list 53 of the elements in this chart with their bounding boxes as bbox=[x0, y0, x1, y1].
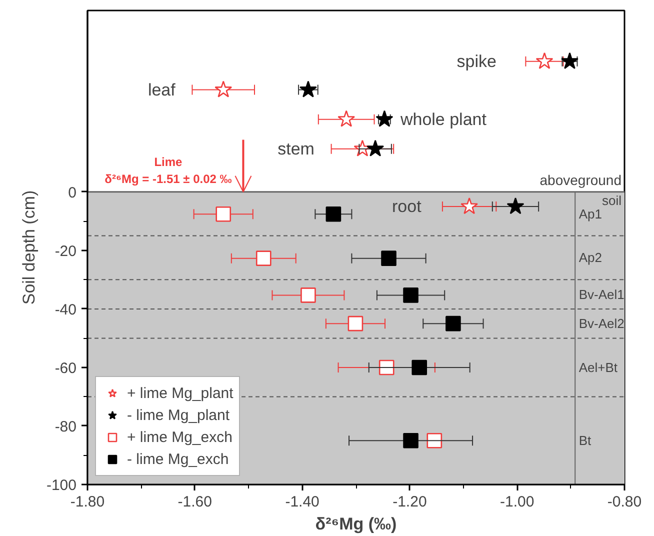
point bbox=[536, 52, 554, 69]
point bbox=[403, 288, 418, 303]
y-tick-label: -40 bbox=[54, 301, 77, 318]
x-axis-title: δ²⁶Mg (‰) bbox=[315, 514, 397, 534]
point bbox=[412, 360, 428, 376]
point bbox=[300, 288, 316, 303]
point bbox=[378, 360, 394, 376]
point bbox=[403, 432, 418, 448]
y-axis-title: Soil depth (cm) bbox=[19, 190, 38, 305]
point bbox=[506, 197, 524, 214]
band-label: Bt bbox=[578, 433, 592, 448]
band-label: Bv-Ael2 bbox=[578, 316, 624, 332]
legend-label: + lime Mg_plant bbox=[127, 384, 234, 402]
annotation: Lime δ²⁶Mg = -1.51 ± 0.02 ‰ bbox=[104, 155, 232, 186]
point bbox=[214, 80, 232, 98]
x-tick-label: -1.00 bbox=[500, 494, 534, 510]
point bbox=[338, 110, 356, 127]
annotation: whole plant bbox=[399, 110, 487, 129]
point bbox=[560, 52, 578, 69]
point bbox=[216, 206, 232, 222]
legend-label: - lime Mg_exch bbox=[127, 450, 229, 468]
annotation: stem bbox=[278, 139, 314, 158]
point bbox=[446, 316, 461, 332]
y-tick-label: -80 bbox=[54, 418, 77, 436]
band-label: Bv-Ael1 bbox=[578, 286, 624, 302]
point bbox=[299, 80, 317, 98]
annotation: root bbox=[392, 197, 422, 216]
band-label: Ael+Bt bbox=[578, 360, 618, 375]
y-tick-label: -20 bbox=[54, 242, 77, 260]
band-label: Ap1 bbox=[578, 206, 602, 222]
y-tick-label: 0 bbox=[68, 184, 76, 202]
point bbox=[426, 432, 442, 448]
point bbox=[460, 197, 478, 214]
annotation: spike bbox=[456, 52, 496, 71]
annotation: leaf bbox=[148, 80, 176, 100]
x-tick-label: -0.80 bbox=[607, 494, 642, 510]
x-tick-label: -1.40 bbox=[285, 494, 320, 510]
annotation: soil bbox=[602, 192, 622, 208]
point bbox=[381, 250, 396, 266]
legend-label: + lime Mg_exch bbox=[127, 428, 232, 446]
y-tick-label: -100 bbox=[46, 477, 77, 494]
x-tick-label: -1.60 bbox=[178, 494, 212, 510]
annotation: aboveground bbox=[540, 172, 622, 188]
point bbox=[366, 140, 384, 156]
x-tick-label: -1.20 bbox=[392, 494, 427, 510]
point bbox=[376, 110, 394, 127]
legend-label: - lime Mg_plant bbox=[127, 406, 230, 424]
band-label: Ap2 bbox=[578, 250, 602, 266]
y-tick-label: -60 bbox=[54, 360, 77, 377]
point bbox=[256, 250, 272, 266]
x-tick-label: -1.80 bbox=[70, 494, 105, 510]
point bbox=[326, 206, 342, 222]
point bbox=[348, 316, 364, 332]
